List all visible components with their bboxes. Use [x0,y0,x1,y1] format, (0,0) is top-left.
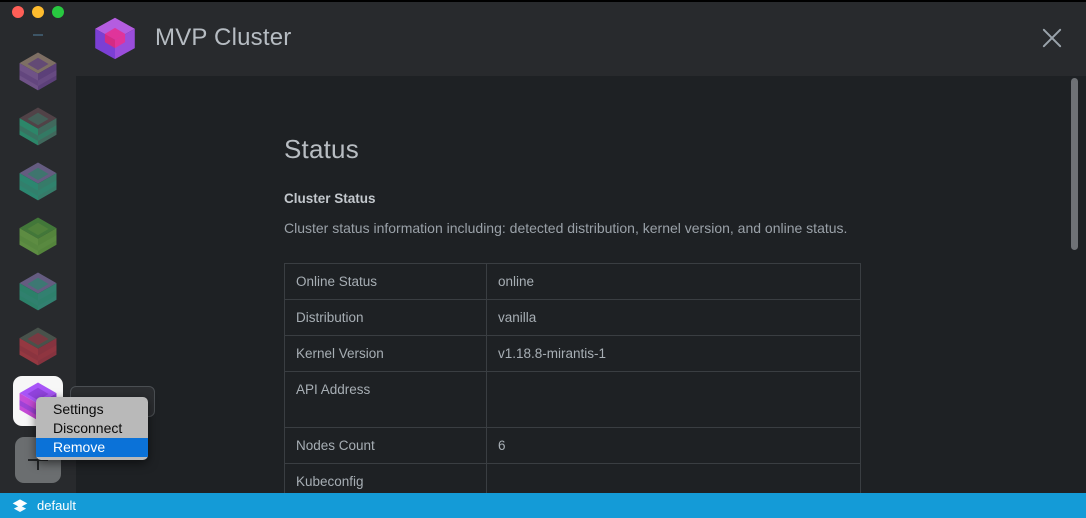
context-menu-item-remove[interactable]: Remove [36,438,148,457]
sidebar-cluster-4[interactable] [13,211,63,261]
content-area: Status Cluster Status Cluster status inf… [76,76,1086,493]
window-top-edge [0,0,1086,2]
cube-icon [92,15,138,61]
cube-icon [16,269,60,313]
table-cell-value [486,463,861,493]
section-description: Cluster status information including: de… [284,220,848,236]
table-cell-value: vanilla [486,299,861,336]
table-cell-key: Online Status [284,263,487,300]
table-cell-value: v1.18.8-mirantis-1 [486,335,861,372]
sidebar-cluster-5[interactable] [13,266,63,316]
table-row: Online Status online [284,263,861,300]
table-row: Kernel Version v1.18.8-mirantis-1 [284,335,861,372]
sidebar-cluster-3[interactable] [13,156,63,206]
app-header: MVP Cluster [76,0,1086,76]
context-menu-item-disconnect[interactable]: Disconnect [53,420,123,436]
table-cell-key: Distribution [284,299,487,336]
plus-icon [28,450,48,470]
cube-icon [16,324,60,368]
window-close-button[interactable] [12,6,24,18]
window-maximize-button[interactable] [52,6,64,18]
table-cell-key: Kernel Version [284,335,487,372]
namespace-label: default [37,498,77,513]
scrollbar-thumb[interactable] [1071,78,1078,250]
status-heading: Status [284,134,359,164]
sidebar-cluster-2[interactable] [13,101,63,151]
sidebar-cluster-1[interactable] [13,46,63,96]
window-controls[interactable] [12,6,64,18]
table-cell-key: Nodes Count [284,427,487,464]
section-title: Cluster Status [284,191,376,206]
status-bar: default [0,493,1086,518]
cluster-status-table: Online Status online Distribution vanilla Ke… [284,263,861,493]
sidebar-collapse-handle[interactable] [33,34,43,36]
table-row: Kubeconfig [284,463,861,493]
table-cell-value: online [486,263,861,300]
table-cell-value: 6 [486,427,861,464]
table-cell-key: API Address [284,371,487,428]
close-icon[interactable] [1038,24,1066,52]
table-row: Distribution vanilla [284,299,861,336]
table-row: API Address [284,371,861,428]
cube-icon [16,214,60,258]
cube-icon [16,49,60,93]
table-row: Nodes Count 6 [284,427,861,464]
page-title: MVP Cluster [155,24,292,51]
vertical-scrollbar[interactable] [1071,78,1078,491]
cluster-context-menu[interactable]: Settings Disconnect Remove [36,397,148,460]
table-cell-value [486,371,861,428]
sidebar-cluster-6[interactable] [13,321,63,371]
layers-icon [12,498,28,514]
window-minimize-button[interactable] [32,6,44,18]
cube-icon [16,104,60,148]
cube-icon [16,159,60,203]
context-menu-item-settings[interactable]: Settings [53,401,104,417]
table-cell-key: Kubeconfig [284,463,487,493]
